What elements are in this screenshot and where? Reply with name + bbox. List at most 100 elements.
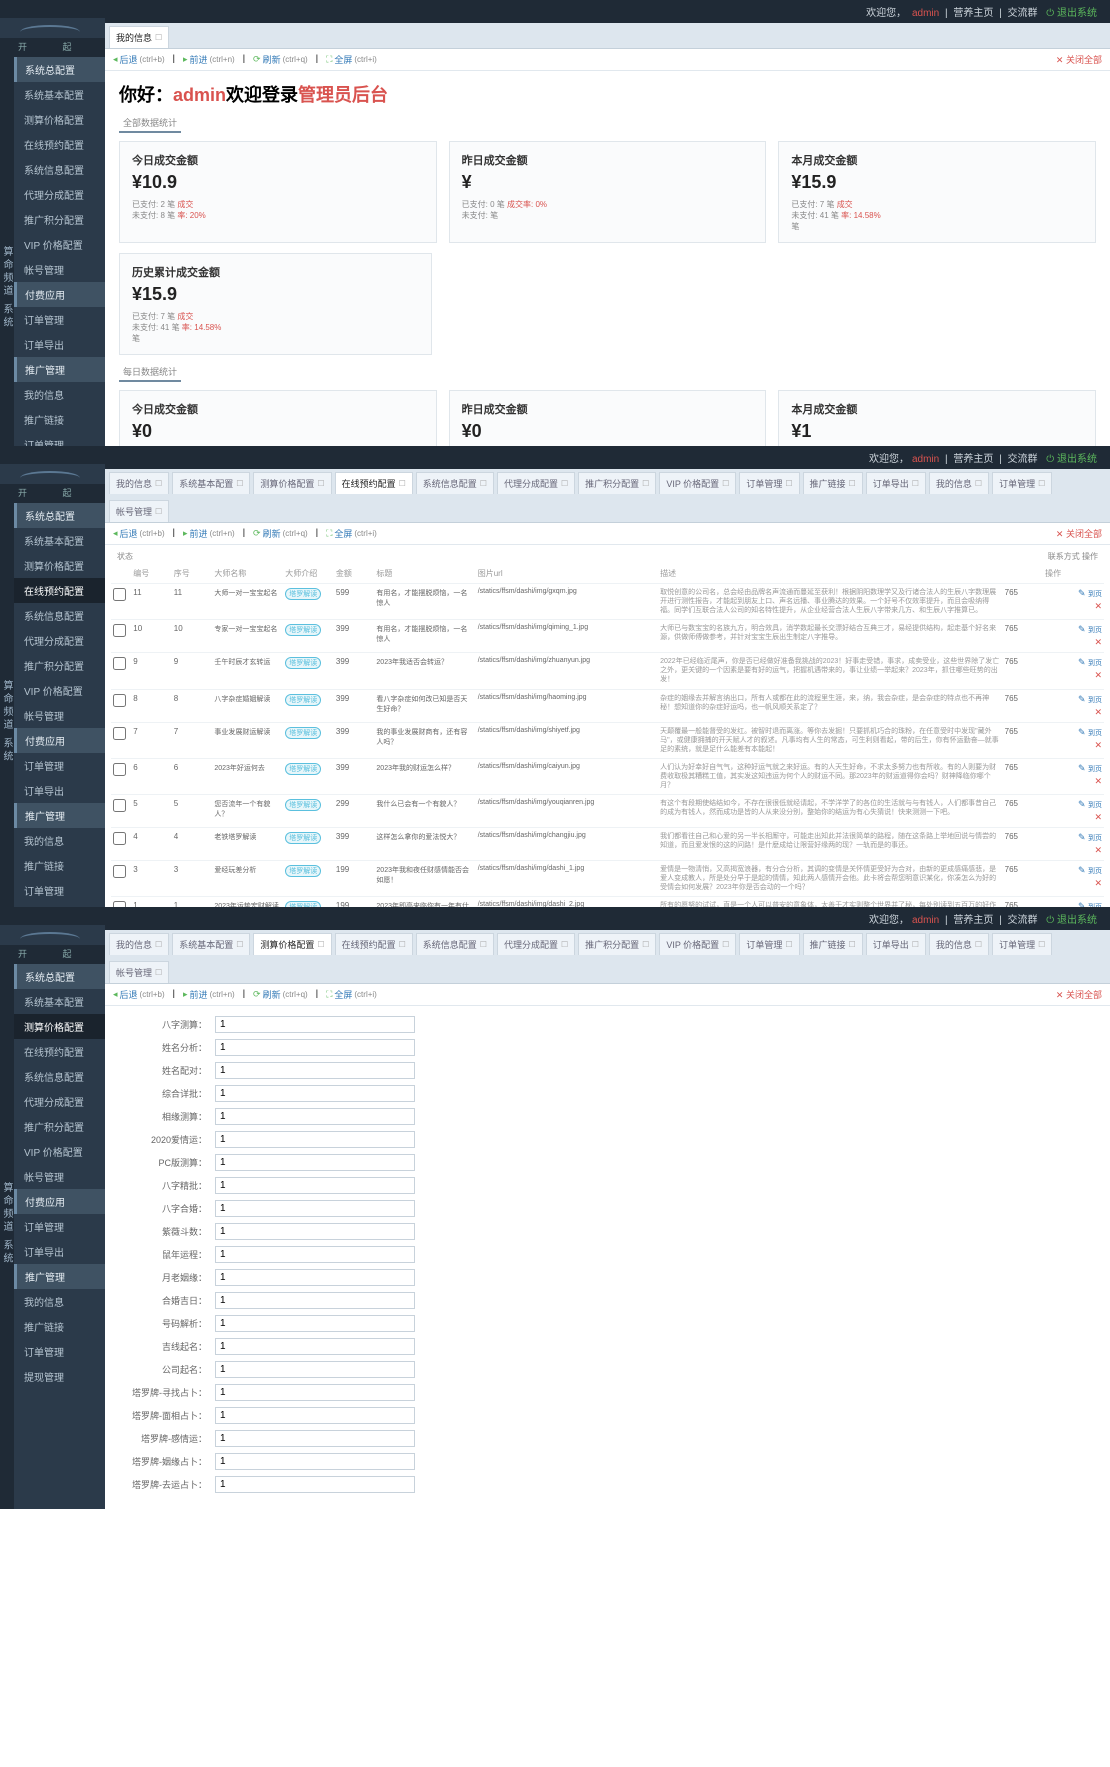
edit-icon[interactable]: ✎ 到页 [1078, 865, 1102, 876]
close-icon[interactable]: ☐ [236, 479, 243, 488]
delete-icon[interactable]: ✕ [1094, 670, 1102, 681]
sidebar-item[interactable]: 系统基本配置 [14, 989, 105, 1014]
sidebar-item[interactable]: 订单管理 [14, 307, 105, 332]
price-input[interactable] [215, 1269, 415, 1286]
price-input[interactable] [215, 1039, 415, 1056]
sidebar-item[interactable]: 在线预约配置 [14, 132, 105, 157]
edit-icon[interactable]: ✎ 到页 [1078, 799, 1102, 810]
tab[interactable]: 在线预约配置☐ [335, 933, 413, 955]
sidebar-item[interactable]: 推广积分配置 [14, 207, 105, 232]
close-icon[interactable]: ☐ [317, 940, 324, 949]
price-input[interactable] [215, 1246, 415, 1263]
edit-icon[interactable]: ✎ 到页 [1078, 763, 1102, 774]
edit-icon[interactable]: ✎ 到页 [1078, 624, 1102, 635]
tab[interactable]: 订单导出☐ [866, 933, 926, 955]
sidebar-item[interactable]: 代理分成配置 [14, 1089, 105, 1114]
edit-icon[interactable]: ✎ 到页 [1078, 657, 1102, 668]
sidebar-item[interactable]: 代理分成配置 [14, 628, 105, 653]
close-icon[interactable]: ☐ [975, 479, 982, 488]
delete-icon[interactable]: ✕ [1094, 740, 1102, 751]
sidebar-section[interactable]: 推广管理 [14, 357, 105, 382]
close-icon[interactable]: ☐ [399, 940, 406, 949]
close-icon[interactable]: ☐ [155, 940, 162, 949]
close-icon[interactable]: ☐ [722, 479, 729, 488]
close-icon[interactable]: ☐ [785, 479, 792, 488]
price-input[interactable] [215, 1476, 415, 1493]
topbar-link-home[interactable]: 营养主页 [953, 8, 993, 19]
sidebar-item[interactable]: 我的信息 [14, 382, 105, 407]
sidebar-item[interactable]: 在线预约配置 [14, 1039, 105, 1064]
tab[interactable]: 在线预约配置☐ [335, 472, 413, 494]
tab[interactable]: 我的信息☐ [929, 472, 989, 494]
price-input[interactable] [215, 1131, 415, 1148]
sidebar-section[interactable]: 系统总配置 [14, 964, 105, 989]
sidebar-item[interactable]: 系统信息配置 [14, 1064, 105, 1089]
tab[interactable]: 订单导出☐ [866, 472, 926, 494]
row-checkbox[interactable] [113, 588, 126, 601]
sidebar-section[interactable]: 付费应用 [14, 728, 105, 753]
sidebar-section[interactable]: 付费应用 [14, 282, 105, 307]
close-icon[interactable]: ☐ [561, 940, 568, 949]
close-icon[interactable]: ☐ [155, 507, 162, 516]
tab[interactable]: 推广积分配置☐ [578, 933, 656, 955]
sidebar-item[interactable]: 系统基本配置 [14, 528, 105, 553]
close-icon[interactable]: ☐ [849, 479, 856, 488]
close-icon[interactable]: ☐ [317, 479, 324, 488]
close-icon[interactable]: ☐ [1038, 940, 1045, 949]
price-input[interactable] [215, 1292, 415, 1309]
topbar-admin[interactable]: admin [912, 8, 939, 19]
tab[interactable]: 帐号管理☐ [109, 961, 169, 983]
close-icon[interactable]: ☐ [912, 479, 919, 488]
row-checkbox[interactable] [113, 727, 126, 740]
close-icon[interactable]: ☐ [975, 940, 982, 949]
row-checkbox[interactable] [113, 763, 126, 776]
nav-back[interactable]: ◂后退(ctrl+b) [113, 53, 165, 66]
tab-my-info[interactable]: 我的信息☐ [109, 26, 169, 48]
sidebar-item[interactable]: 系统信息配置 [14, 157, 105, 182]
tab[interactable]: 系统信息配置☐ [416, 472, 494, 494]
close-icon[interactable]: ☐ [399, 479, 406, 488]
close-icon[interactable]: ☐ [155, 968, 162, 977]
close-icon[interactable]: ☐ [155, 33, 162, 42]
close-icon[interactable]: ☐ [912, 940, 919, 949]
close-icon[interactable]: ☐ [642, 479, 649, 488]
edit-icon[interactable]: ✎ 到页 [1078, 832, 1102, 843]
close-icon[interactable]: ☐ [236, 940, 243, 949]
sidebar-section[interactable]: 系统总配置 [14, 503, 105, 528]
sidebar-item[interactable]: 测算价格配置 [14, 1014, 105, 1039]
sidebar-section[interactable]: 付费应用 [14, 1189, 105, 1214]
sidebar-item[interactable]: 推广积分配置 [14, 653, 105, 678]
row-checkbox[interactable] [113, 799, 126, 812]
close-icon[interactable]: ☐ [849, 940, 856, 949]
sidebar-item[interactable]: 订单导出 [14, 778, 105, 803]
nav-full[interactable]: ⛶全屏(ctrl+i) [326, 53, 377, 66]
sidebar-item[interactable]: 帐号管理 [14, 257, 105, 282]
edit-icon[interactable]: ✎ 到页 [1078, 588, 1102, 599]
sidebar-section[interactable]: 推广管理 [14, 1264, 105, 1289]
row-checkbox[interactable] [113, 624, 126, 637]
tab[interactable]: 订单管理☐ [992, 472, 1052, 494]
price-input[interactable] [215, 1085, 415, 1102]
tab[interactable]: 推广积分配置☐ [578, 472, 656, 494]
tab[interactable]: 测算价格配置☐ [253, 933, 331, 955]
price-input[interactable] [215, 1016, 415, 1033]
sidebar-item[interactable]: 系统基本配置 [14, 82, 105, 107]
close-icon[interactable]: ☐ [155, 479, 162, 488]
tab[interactable]: 推广链接☐ [803, 933, 863, 955]
tab[interactable]: 代理分成配置☐ [497, 933, 575, 955]
tab[interactable]: VIP 价格配置☐ [659, 472, 736, 494]
tab[interactable]: 我的信息☐ [109, 472, 169, 494]
sidebar-item[interactable]: 提现管理 [14, 1364, 105, 1389]
delete-icon[interactable]: ✕ [1094, 878, 1102, 889]
delete-icon[interactable]: ✕ [1094, 776, 1102, 787]
tab[interactable]: 系统信息配置☐ [416, 933, 494, 955]
sidebar-item[interactable]: 订单管理 [14, 878, 105, 903]
close-icon[interactable]: ☐ [480, 940, 487, 949]
tab[interactable]: 推广链接☐ [803, 472, 863, 494]
price-input[interactable] [215, 1200, 415, 1217]
sidebar-item[interactable]: 帐号管理 [14, 703, 105, 728]
sidebar-item[interactable]: 订单导出 [14, 1239, 105, 1264]
tab[interactable]: 我的信息☐ [929, 933, 989, 955]
sidebar-item[interactable]: 推广链接 [14, 1314, 105, 1339]
price-input[interactable] [215, 1154, 415, 1171]
